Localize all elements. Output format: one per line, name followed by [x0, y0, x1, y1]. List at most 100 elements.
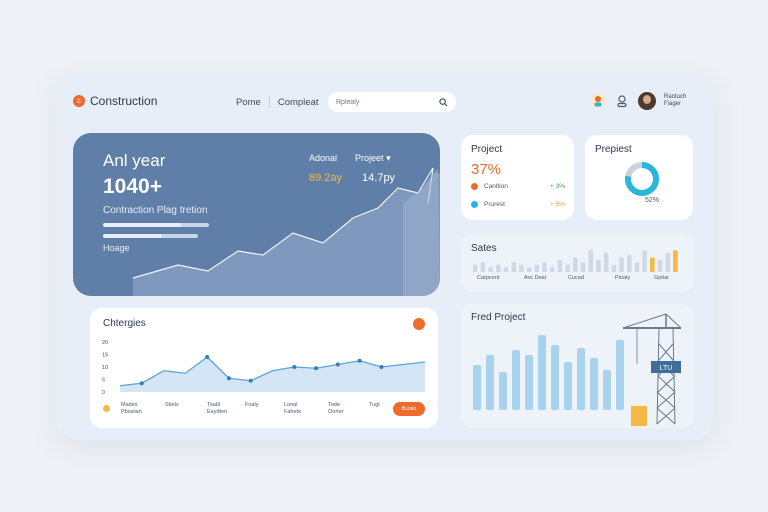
project-row-1: Canltion + 3%: [471, 183, 565, 190]
sales-bar: [519, 264, 524, 272]
changes-menu-icon[interactable]: [413, 318, 425, 330]
project-card[interactable]: Project 37% Canltion + 3% Prurest + 5%: [461, 135, 574, 220]
sales-bar: [557, 260, 563, 272]
hero-stat-label-1[interactable]: Adonal: [309, 153, 338, 163]
changes-point: [335, 362, 340, 367]
settings-icon[interactable]: [614, 93, 630, 109]
sales-bar: [603, 252, 609, 272]
fred-bar: [512, 350, 520, 410]
hero-label: Hoage: [103, 243, 130, 253]
fred-bar: [603, 370, 611, 410]
sales-bar: [596, 260, 601, 272]
user-role: Fiager: [664, 101, 682, 107]
changes-card: Chtergies 20 15 10 5 0 Mades Pbssiian Sbels Toa…: [90, 308, 438, 428]
x-axis-label: Sbels: [165, 402, 179, 408]
nav-item-complete[interactable]: Compleat: [277, 96, 319, 108]
sales-bar: [480, 262, 486, 272]
top-nav: Pome Compleat: [236, 96, 319, 108]
changes-point: [226, 376, 231, 381]
brand[interactable]: c Construction: [73, 94, 157, 108]
y-tick-label: 15: [102, 353, 108, 359]
donut-value: 52%: [645, 197, 660, 204]
status-dot: [471, 201, 478, 208]
changes-point: [248, 378, 253, 383]
nav-item-home[interactable]: Pome: [236, 96, 261, 108]
x-axis-label: Lonal Fahete: [284, 402, 302, 415]
changes-point: [205, 355, 210, 359]
sales-title: Sates: [471, 243, 497, 254]
fred-project-panel[interactable]: Fred Project LTU: [461, 304, 693, 428]
project-row-value: + 3%: [550, 183, 565, 190]
chevron-down-icon: ▾: [386, 153, 391, 163]
sales-bar: [627, 255, 632, 272]
hero-stat-value-2: 14.7py: [362, 172, 396, 184]
changes-point: [139, 381, 144, 386]
search-bar[interactable]: [328, 92, 456, 112]
fred-bar: [538, 335, 546, 410]
sales-bar-chart: [473, 250, 678, 272]
fred-project-chart: LTU: [473, 313, 682, 426]
fred-project-title: Fred Project: [471, 312, 526, 323]
project-row-label: Canltion: [484, 183, 508, 190]
cargo-box: [631, 406, 647, 426]
search-icon[interactable]: [439, 97, 448, 107]
changes-line-chart: 20 15 10 5 0: [102, 340, 426, 396]
x-axis-label: Toabl Eaydten: [207, 402, 228, 415]
donut-card[interactable]: Prepiest 52%: [585, 135, 693, 220]
nav-divider: [268, 96, 270, 108]
x-axis-label: Tode Oorter: [328, 402, 344, 415]
hero-progress-fill-1: [103, 223, 182, 227]
project-row-2: Prurest + 5%: [471, 201, 565, 208]
hero-value: 1040+: [103, 175, 162, 198]
sales-bar: [580, 262, 586, 272]
status-dot: [471, 183, 478, 190]
sales-label: Gptiar: [654, 275, 669, 281]
hero-stats: Adonal Projeet ▾: [309, 153, 391, 164]
hero-progress-fill-2: [103, 234, 162, 238]
crane-illustration: LTU: [622, 313, 682, 426]
hero-stat-values: 89.2ay 14.7py: [309, 172, 395, 184]
hero-progress-bar-2: [103, 234, 198, 238]
fred-bar: [577, 348, 585, 410]
crane-cable: [622, 313, 667, 329]
legend-dot: [103, 405, 110, 412]
sales-label: Avc Deal: [524, 275, 546, 281]
sales-bar: [542, 262, 547, 272]
sales-bar: [588, 250, 593, 272]
user-name: Rantuch: [664, 94, 687, 100]
sales-bar: [503, 267, 509, 272]
fred-bar: [616, 340, 624, 410]
x-axis-label: Mades Pbssiian: [121, 402, 142, 415]
sales-bar: [496, 264, 501, 272]
sales-bar: [488, 267, 493, 272]
fred-bar: [473, 365, 481, 410]
hero-progress-bar-1: [103, 223, 209, 227]
hero-trend-highlight: [403, 173, 440, 296]
sales-bar: [473, 264, 478, 272]
search-input[interactable]: [336, 98, 439, 106]
avatar[interactable]: [638, 92, 656, 110]
sales-bar: [573, 257, 578, 272]
sales-panel[interactable]: Sates Carpcent Avc Deal Cucad Pinaty Gpt…: [461, 234, 693, 292]
hero-stat-label-2[interactable]: Projeet ▾: [355, 153, 391, 164]
y-tick-label: 0: [102, 390, 105, 396]
changes-action-button[interactable]: Buralo: [393, 402, 425, 416]
sales-bar: [619, 257, 624, 272]
project-row-label: Prurest: [484, 201, 505, 208]
sales-bar: [665, 252, 670, 272]
brand-name: Construction: [90, 94, 158, 108]
fred-bar: [486, 355, 494, 410]
sales-label: Carpcent: [477, 275, 500, 281]
hero-title: Anl year: [103, 151, 166, 170]
hero-stat-value-1: 89.2ay: [309, 172, 343, 184]
fred-bar: [590, 358, 598, 410]
fred-bar: [525, 355, 533, 410]
brand-logo-icon: c: [73, 95, 85, 107]
user-info[interactable]: Rantuch Fiager: [664, 94, 686, 108]
changes-point: [379, 365, 384, 369]
fred-bar: [499, 372, 507, 410]
notification-icon[interactable]: [590, 93, 606, 109]
sales-label: Cucad: [568, 275, 584, 281]
sales-bar: [657, 260, 663, 272]
project-card-percent: 37%: [471, 161, 502, 178]
